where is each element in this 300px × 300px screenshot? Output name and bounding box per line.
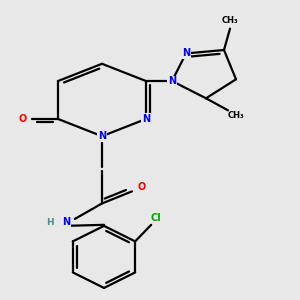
Text: N: N <box>142 114 150 124</box>
Text: N: N <box>182 48 190 59</box>
Text: N: N <box>98 131 106 141</box>
Text: CH₃: CH₃ <box>222 16 238 25</box>
Text: O: O <box>19 114 27 124</box>
Text: CH₃: CH₃ <box>228 111 244 120</box>
Text: N: N <box>62 218 70 227</box>
Text: O: O <box>137 182 145 192</box>
Text: Cl: Cl <box>151 213 161 223</box>
Text: N: N <box>168 76 176 86</box>
Text: H: H <box>46 218 54 227</box>
